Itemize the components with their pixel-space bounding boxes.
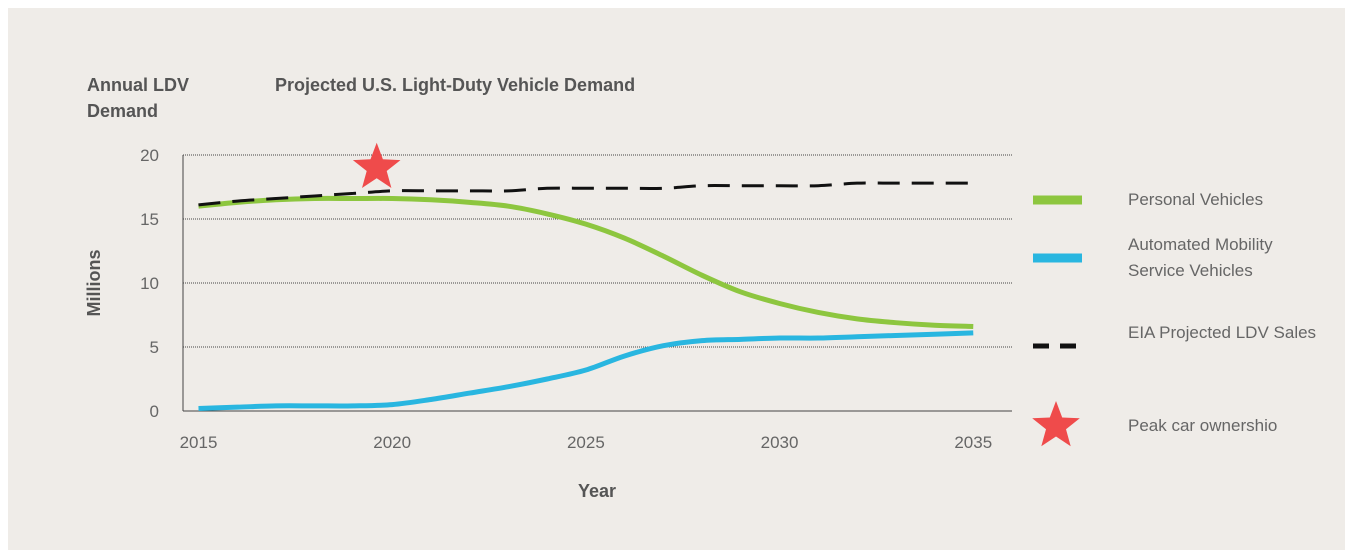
- y-axis-title: Annual LDV Demand: [87, 75, 189, 121]
- peak-marker: [352, 142, 401, 188]
- y-axis-label: Millions: [84, 250, 104, 317]
- chart-title: Projected U.S. Light-Duty Vehicle Demand: [275, 75, 636, 95]
- x-tick-label: 2020: [373, 433, 411, 452]
- chart-panel: [8, 8, 1345, 550]
- x-tick-label: 2030: [761, 433, 799, 452]
- series-line: [198, 195, 974, 330]
- y-tick-label: 0: [150, 402, 159, 421]
- series-line: [198, 181, 974, 207]
- series-line: [198, 330, 974, 411]
- x-tick-label: 2035: [954, 433, 992, 452]
- legend-marker: [1032, 401, 1080, 447]
- y-tick-label: 5: [150, 338, 159, 357]
- x-tick-label: 2025: [567, 433, 605, 452]
- x-axis-label: Year: [578, 481, 616, 501]
- y-tick-label: 20: [140, 146, 159, 165]
- legend-label: Automated Mobility Service Vehicles: [1128, 235, 1273, 280]
- y-tick-label: 10: [140, 274, 159, 293]
- legend-label: EIA Projected LDV Sales: [1128, 323, 1317, 342]
- x-tick-label: 2015: [180, 433, 218, 452]
- legend-label: Personal Vehicles: [1128, 190, 1264, 209]
- legend-label: Peak car ownershio: [1128, 416, 1278, 435]
- y-tick-label: 15: [140, 210, 159, 229]
